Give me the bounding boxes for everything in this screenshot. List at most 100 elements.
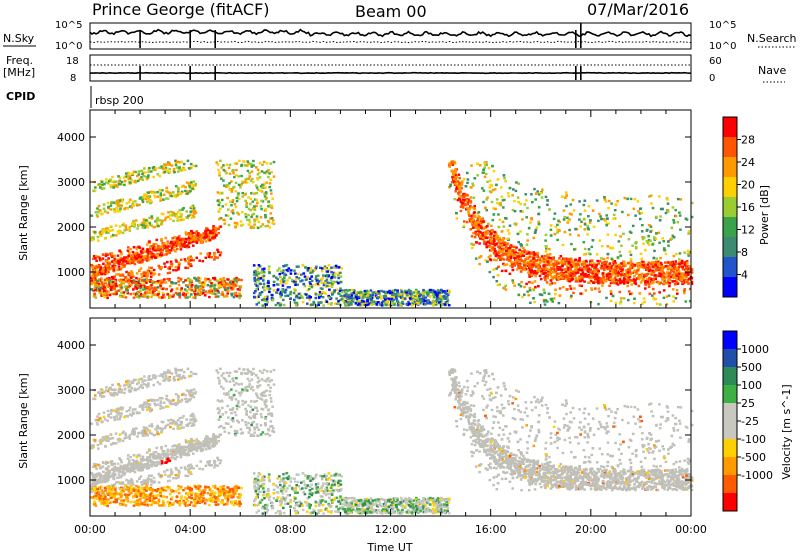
scatter-cell [608, 200, 611, 202]
scatter-cell [294, 272, 297, 274]
scatter-cell [417, 303, 420, 305]
scatter-cell [261, 299, 264, 301]
scatter-cell [478, 263, 481, 265]
scatter-cell [568, 280, 571, 282]
scatter-cell [152, 167, 155, 169]
scatter-cell [380, 297, 383, 299]
date-title: 07/Mar/2016 [587, 0, 689, 19]
scatter-cell [577, 234, 580, 236]
scatter-cell [120, 280, 123, 282]
scatter-cell [119, 225, 122, 227]
scatter-cell [118, 263, 121, 265]
scatter-cell [366, 300, 369, 302]
scatter-cell [95, 260, 98, 262]
scatter-cell [182, 168, 185, 170]
scatter-cell [228, 224, 231, 226]
scatter-cell [337, 292, 340, 294]
scatter-cell [471, 235, 474, 237]
scatter-cell [235, 182, 238, 184]
scatter-cell [204, 280, 207, 282]
scatter-cell [546, 277, 549, 279]
scatter-cell [231, 188, 234, 190]
scatter-cell [98, 205, 101, 207]
scatter-cell [641, 230, 644, 232]
scatter-cell [121, 266, 124, 268]
scatter-cell [508, 195, 511, 197]
scatter-cell [359, 294, 362, 296]
scatter-cell [683, 292, 686, 294]
scatter-cell [257, 169, 260, 171]
scatter-cell [184, 258, 187, 260]
scatter-cell [234, 203, 237, 205]
scatter-cell [107, 202, 110, 204]
scatter-cell [91, 279, 94, 281]
scatter-cell [145, 194, 148, 196]
scatter-cell [102, 268, 105, 270]
scatter-cell [209, 239, 212, 241]
scatter-cell [576, 266, 579, 268]
scatter-cell [360, 291, 363, 293]
scatter-cell [653, 250, 656, 252]
scatter-cell [687, 274, 690, 276]
scatter-cell [94, 231, 97, 233]
scatter-cell [123, 184, 126, 186]
nave-tick-bottom: 0 [709, 73, 715, 84]
scatter-cell [504, 285, 507, 287]
scatter-cell [448, 304, 451, 306]
scatter-cell [541, 189, 544, 191]
scatter-cell [288, 277, 291, 279]
scatter-cell [159, 199, 162, 201]
scatter-cell [154, 196, 157, 198]
scatter-cell [526, 244, 529, 246]
scatter-cell [526, 207, 529, 209]
scatter-cell [259, 189, 262, 191]
scatter-cell [430, 291, 433, 293]
scatter-cell [124, 224, 127, 226]
scatter-cell [115, 273, 118, 275]
scatter-cell [564, 197, 567, 199]
scatter-cell [198, 260, 201, 262]
scatter-cell [569, 203, 572, 205]
scatter-cell [320, 301, 323, 303]
scatter-cell [601, 265, 604, 267]
scatter-cell [194, 278, 197, 280]
scatter-cell [214, 256, 217, 258]
scatter-cell [562, 244, 565, 246]
scatter-cell [639, 218, 642, 220]
scatter-cell [568, 229, 571, 231]
scatter-cell [179, 209, 182, 211]
scatter-cell [251, 214, 254, 216]
scatter-cell [648, 286, 651, 288]
scatter-cell [134, 200, 137, 202]
scatter-cell [250, 198, 253, 200]
scatter-cell [241, 211, 244, 213]
scatter-cell [318, 294, 321, 296]
scatter-cell [281, 291, 284, 293]
scatter-cell [199, 282, 202, 284]
scatter-cell [422, 295, 425, 297]
scatter-cell [241, 192, 244, 194]
scatter-cell [163, 171, 166, 173]
scatter-cell [306, 303, 309, 305]
scatter-cell [225, 282, 228, 284]
scatter-cell [91, 239, 94, 241]
scatter-cell [222, 219, 225, 221]
scatter-cell [670, 269, 673, 271]
scatter-cell [131, 257, 134, 259]
scatter-cell [150, 272, 153, 274]
scatter-cell [606, 278, 609, 280]
scatter-cell [118, 232, 121, 234]
scatter-cell [321, 282, 324, 284]
scatter-cell [381, 304, 384, 306]
scatter-cell [170, 249, 173, 251]
scatter-cell [347, 301, 350, 303]
scatter-cell [628, 238, 631, 240]
scatter-cell [234, 283, 237, 285]
scatter-cell [356, 300, 359, 302]
scatter-cell [535, 229, 538, 231]
scatter-cell [205, 257, 208, 259]
scatter-cell [511, 194, 514, 196]
scatter-cell [537, 221, 540, 223]
scatter-cell [263, 161, 266, 163]
scatter-cell [523, 294, 526, 296]
